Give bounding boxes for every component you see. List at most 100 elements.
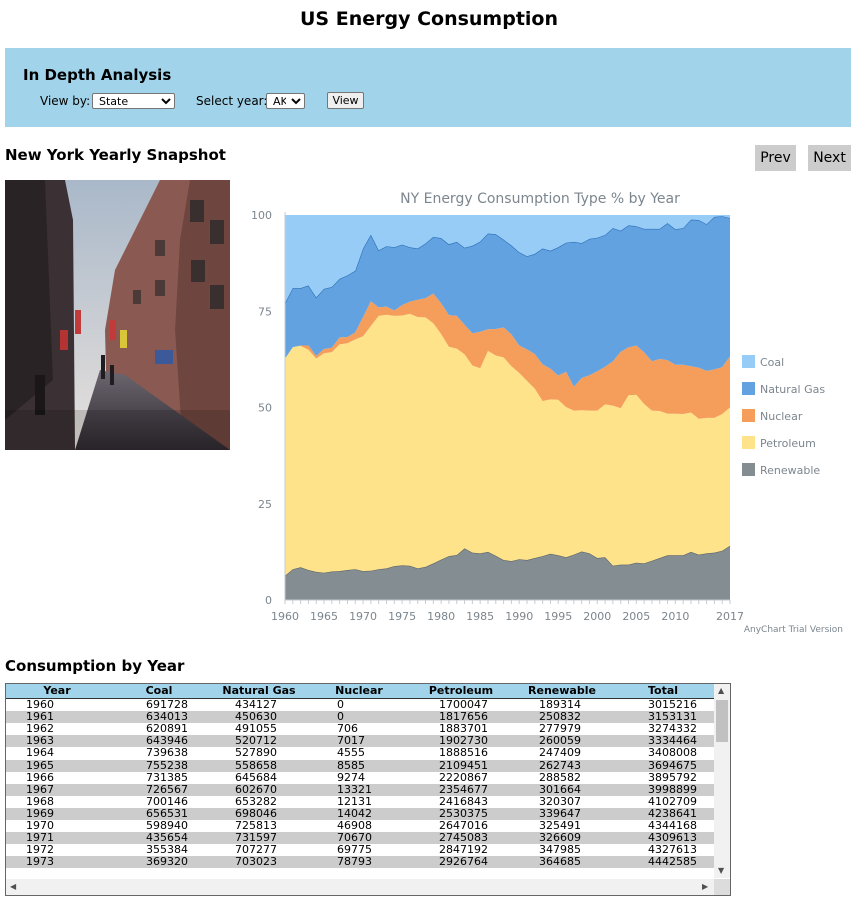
table-cell: 288582 (539, 770, 581, 784)
table-row[interactable]: 1965 755238 558658 8585 2109451 262743 3694675 (6, 758, 714, 772)
column-header[interactable]: Coal (145, 684, 173, 697)
table-cell: 262743 (539, 758, 581, 772)
table-cell: 3153131 (648, 710, 697, 724)
table-cell: 691728 (146, 698, 188, 711)
table-cell: 4442585 (648, 855, 697, 869)
table-cell: 3998899 (648, 782, 697, 796)
table-cell: 347985 (539, 843, 581, 857)
table-cell: 4327613 (648, 843, 697, 857)
table-cell: 0 (337, 698, 344, 711)
table-cell: 4555 (337, 746, 365, 760)
table-cell: 755238 (146, 758, 188, 772)
table-cell: 4238641 (648, 806, 697, 820)
table-cell: 1973 (26, 855, 54, 869)
table-cell: 698046 (235, 806, 277, 820)
horizontal-scrollbar[interactable]: ◀ ▶ (6, 879, 714, 895)
table-cell: 7017 (337, 734, 365, 748)
scroll-up-icon[interactable]: ▲ (718, 686, 725, 695)
table-cell: 3895792 (648, 770, 697, 784)
column-header[interactable]: Natural Gas (222, 684, 296, 697)
table-cell: 326609 (539, 831, 581, 845)
column-header[interactable]: Year (43, 684, 71, 697)
column-header[interactable]: Total (647, 684, 679, 697)
table-row[interactable]: 1968 700146 653282 12131 2416843 320307 410270… (6, 794, 714, 808)
table-cell: 2354677 (439, 782, 488, 796)
table-row[interactable]: 1971 435654 731597 70670 2745083 326609 430961… (6, 831, 714, 845)
table-row[interactable]: 1970 598940 725813 46908 2647016 325491 434416… (6, 820, 714, 832)
x-tick-label: 2005 (622, 610, 650, 623)
table-cell: 9274 (337, 770, 365, 784)
table-cell: 1883701 (439, 722, 488, 736)
scroll-down-icon[interactable]: ▼ (718, 866, 725, 875)
table-row[interactable]: 1963 643946 520712 7017 1902730 260059 3334464 (6, 734, 714, 748)
vertical-scrollbar[interactable]: ▲ ▼ (714, 684, 730, 878)
legend-item-natural-gas[interactable]: Natural Gas (760, 383, 825, 396)
column-header[interactable]: Renewable (528, 684, 596, 697)
table-cell: 2530375 (439, 806, 488, 820)
table-cell: 69775 (337, 843, 372, 857)
table-cell: 1960 (26, 698, 54, 711)
year-select[interactable]: AK (266, 93, 305, 109)
table-row[interactable]: 1972 355384 707277 69775 2847192 347985 432761… (6, 843, 714, 857)
table-cell: 434127 (235, 698, 277, 711)
view-button[interactable]: View (327, 92, 364, 109)
column-header[interactable]: Petroleum (428, 684, 494, 697)
x-tick-label: 1970 (349, 610, 377, 623)
table-cell: 3694675 (648, 758, 697, 772)
legend-item-petroleum[interactable]: Petroleum (760, 437, 816, 450)
table-cell: 1970 (26, 819, 54, 832)
scroll-right-icon[interactable]: ▶ (702, 882, 709, 891)
table-row[interactable]: 1964 739638 527890 4555 1888516 247409 3408008 (6, 746, 714, 760)
table-cell: 13321 (337, 782, 372, 796)
table-cell: 491055 (235, 722, 277, 736)
table-row[interactable]: 1973 369320 703023 78793 2926764 364685 444258… (6, 855, 714, 869)
table-cell: 643946 (146, 734, 188, 748)
snapshot-title: New York Yearly Snapshot (5, 146, 226, 164)
table-cell: 725813 (235, 819, 277, 832)
view-by-select[interactable]: State (92, 93, 175, 109)
y-tick-label: 100 (251, 209, 272, 222)
table-cell: 14042 (337, 806, 372, 820)
legend-item-nuclear[interactable]: Nuclear (760, 410, 803, 423)
table-cell: 1967 (26, 782, 54, 796)
y-tick-label: 50 (258, 402, 272, 415)
x-tick-label: 1975 (388, 610, 416, 623)
chart-credit: AnyChart Trial Version (744, 625, 843, 635)
table-cell: 4102709 (648, 794, 697, 808)
table-cell: 4309613 (648, 831, 697, 845)
consumption-table[interactable]: Year Coal Natural Gas Nuclear Petroleum Renew… (5, 683, 731, 896)
prev-button[interactable]: Prev (755, 145, 796, 171)
area-coal (285, 215, 730, 304)
legend-item-renewable[interactable]: Renewable (760, 464, 820, 477)
table-row[interactable]: 1962 620891 491055 706 1883701 277979 3274332 (6, 722, 714, 736)
table-cell: 435654 (146, 831, 188, 845)
legend-item-coal[interactable]: Coal (760, 356, 784, 369)
table-cell: 1817656 (439, 710, 488, 724)
table-row[interactable]: 1960 691728 434127 0 1700047 189314 3015216 (6, 699, 714, 711)
year-label: Select year: (196, 94, 268, 108)
table-row[interactable]: 1967 726567 602670 13321 2354677 301664 399889… (6, 782, 714, 796)
area-renewable (285, 545, 730, 600)
legend-swatch (742, 382, 755, 395)
table-row[interactable]: 1966 731385 645684 9274 2220867 288582 3895792 (6, 770, 714, 784)
table-row[interactable]: 1969 656531 698046 14042 2530375 339647 423864… (6, 806, 714, 820)
column-header[interactable]: Nuclear (335, 684, 383, 697)
next-button[interactable]: Next (808, 145, 851, 171)
table-cell: 1963 (26, 734, 54, 748)
table-cell: 731385 (146, 770, 188, 784)
table-cell: 250832 (539, 710, 581, 724)
table-cell: 739638 (146, 746, 188, 760)
scroll-thumb[interactable] (716, 700, 728, 742)
table-cell: 355384 (146, 843, 188, 857)
legend-swatch (742, 355, 755, 368)
x-tick-label: 2017 (716, 610, 744, 623)
table-cell: 602670 (235, 782, 277, 796)
view-by-label: View by: (40, 94, 91, 108)
table-cell: 369320 (146, 855, 188, 869)
table-cell: 1969 (26, 806, 54, 820)
table-row[interactable]: 1961 634013 450630 0 1817656 250832 3153131 (6, 710, 714, 724)
legend-swatch (742, 463, 755, 476)
table-cell: 700146 (146, 794, 188, 808)
scroll-left-icon[interactable]: ◀ (10, 882, 17, 891)
table-cell: 656531 (146, 806, 188, 820)
